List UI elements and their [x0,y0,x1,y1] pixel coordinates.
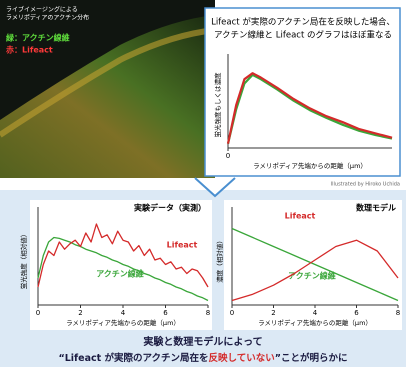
x-tick-label: 0 [226,152,230,160]
footer-part: ”ことが明らかに [275,352,348,364]
footer-emphasis: 反映していない [209,352,275,364]
x-axis-label: ラメリポディア先端からの距離（μm） [253,161,367,170]
credit: Illustrated by Hiroko Uchida [331,182,400,188]
x-tick-label: 6 [163,309,168,317]
x-tick-label: 0 [230,309,234,317]
series-label: Lifeact [285,212,316,221]
series-label: アクチン線維 [288,271,336,281]
footer-part: “Lifeact が実際のアクチン局在を [58,352,208,364]
x-tick-label: 4 [313,309,318,317]
x-axis-label: ラメリポディア先端からの距離（μm） [258,318,372,327]
footer-line: 実験と数理モデルによって [143,335,262,348]
figure: ライブイメージングによる ラメリポディアのアクチン分布 緑：アクチン線維 赤：L… [0,0,406,367]
image-caption: ライブイメージングによる [6,6,78,14]
footer-line: “Lifeact が実際のアクチン局在を反映していない”ことが明らかに [58,352,347,364]
chart-title: 数理モデル [356,203,396,213]
x-tick-label: 2 [78,309,82,317]
x-tick-label: 8 [206,309,210,317]
chart-title: アクチン線維と Lifeact のグラフはほぼ重なる [214,30,392,41]
red-label: 赤：Lifeact [6,45,53,55]
y-axis-label: 蛍光強度もしくは濃度 [213,72,222,138]
x-axis-label: ラメリポディア先端からの距離（μm） [66,318,180,327]
chart-title: Lifeact が実際のアクチン局在を反映した場合、 [211,17,395,28]
y-axis-label: 蛍光強度（相対値） [19,231,28,290]
green-label: 緑：アクチン線維 [6,33,70,43]
chart-title: 実験データ（実測） [134,203,206,213]
x-tick-label: 6 [354,309,359,317]
x-tick-label: 4 [121,309,126,317]
x-tick-label: 0 [36,309,40,317]
series-label: アクチン線維 [96,269,144,279]
series-label: Lifeact [167,241,198,250]
x-tick-label: 8 [396,309,400,317]
x-tick-label: 2 [271,309,275,317]
y-axis-label: 濃度（相対値） [215,237,224,283]
image-caption: ラメリポディアのアクチン分布 [6,14,89,22]
